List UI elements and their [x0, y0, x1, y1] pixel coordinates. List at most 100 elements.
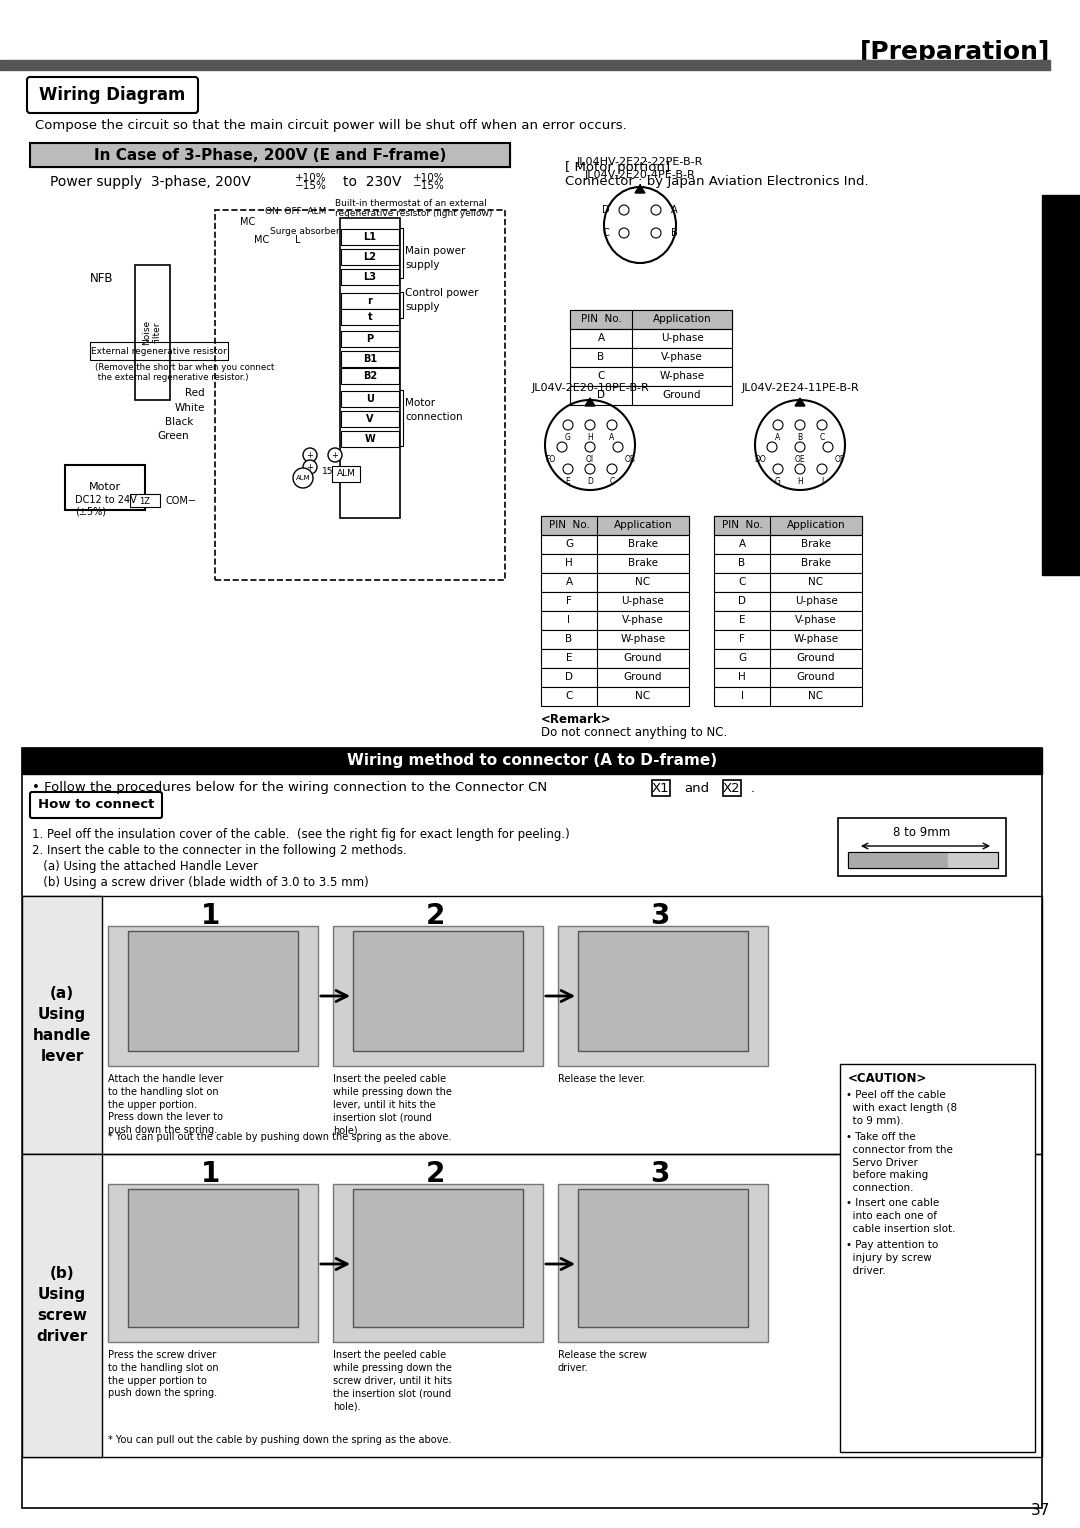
Text: External regenerative resistor: External regenerative resistor	[91, 347, 227, 356]
Bar	[90, 342, 228, 361]
Text: Black: Black	[165, 417, 193, 426]
Polygon shape	[795, 397, 805, 406]
Text: NC: NC	[635, 578, 650, 587]
Text: U: U	[366, 394, 374, 403]
Bar	[22, 895, 1042, 1154]
FancyBboxPatch shape	[30, 792, 162, 817]
Circle shape	[619, 228, 629, 238]
Circle shape	[585, 465, 595, 474]
Text: I: I	[741, 691, 743, 701]
Text: r: r	[367, 296, 373, 306]
Circle shape	[795, 420, 805, 429]
Text: OE: OE	[795, 455, 806, 465]
Text: Wiring method to connector (A to D-frame): Wiring method to connector (A to D-frame…	[347, 753, 717, 769]
Text: U-phase: U-phase	[795, 596, 837, 607]
Text: to  230V: to 230V	[343, 176, 402, 189]
Text: C: C	[597, 371, 605, 380]
Text: Noise
filter: Noise filter	[141, 319, 162, 344]
Circle shape	[563, 465, 573, 474]
Text: NFB: NFB	[90, 272, 113, 284]
Bar	[341, 332, 399, 347]
Text: • Follow the procedures below for the wiring connection to the Connector CN: • Follow the procedures below for the wi…	[32, 781, 555, 795]
Text: 2: 2	[426, 902, 445, 931]
Bar	[840, 1063, 1035, 1452]
Bar	[332, 466, 360, 481]
Bar	[22, 895, 102, 1154]
Bar	[714, 649, 862, 668]
Bar	[714, 611, 862, 630]
Text: Wiring Diagram: Wiring Diagram	[39, 86, 185, 104]
Text: Compose the circuit so that the main circuit power will be shut off when an erro: Compose the circuit so that the main cir…	[35, 119, 626, 131]
Text: C: C	[820, 434, 825, 443]
Text: A: A	[566, 578, 572, 587]
Circle shape	[303, 448, 318, 461]
Bar	[215, 209, 505, 581]
Circle shape	[823, 442, 833, 452]
Text: OF: OF	[835, 455, 846, 465]
Text: Preparation: Preparation	[1054, 338, 1068, 431]
Circle shape	[328, 448, 342, 461]
Circle shape	[607, 420, 617, 429]
Text: C: C	[609, 477, 615, 486]
Text: DC12 to 24V: DC12 to 24V	[75, 495, 137, 504]
Text: E: E	[566, 652, 572, 663]
Text: * You can pull out the cable by pushing down the spring as the above.: * You can pull out the cable by pushing …	[108, 1435, 451, 1445]
Text: 8 to 9mm: 8 to 9mm	[893, 825, 950, 839]
Text: (±5%): (±5%)	[75, 507, 106, 516]
Circle shape	[651, 228, 661, 238]
Text: JL04V-2E20-4PE-B-R: JL04V-2E20-4PE-B-R	[584, 170, 696, 180]
Text: B1: B1	[363, 354, 377, 364]
Text: NC: NC	[809, 691, 824, 701]
Text: In Case of 3-Phase, 200V (E and F-frame): In Case of 3-Phase, 200V (E and F-frame)	[94, 148, 446, 162]
Bar	[22, 1154, 102, 1458]
Text: D: D	[565, 672, 573, 681]
Circle shape	[795, 442, 805, 452]
Bar	[341, 351, 399, 367]
Bar	[341, 249, 399, 264]
Text: D: D	[588, 477, 593, 486]
Text: W-phase: W-phase	[794, 634, 838, 643]
Text: Main power
supply: Main power supply	[405, 246, 465, 269]
Bar	[848, 853, 948, 868]
Text: −15%: −15%	[413, 180, 445, 191]
Bar	[714, 688, 862, 706]
Bar	[333, 1184, 543, 1342]
Bar	[714, 573, 862, 591]
Text: the external regenerative resistor.): the external regenerative resistor.)	[95, 373, 248, 382]
Text: PIN  No.: PIN No.	[581, 313, 621, 324]
Text: 3: 3	[650, 902, 670, 931]
Text: Control power
supply: Control power supply	[405, 289, 478, 312]
Text: (Remove the short bar when you connect: (Remove the short bar when you connect	[95, 364, 274, 373]
Text: Insert the peeled cable
while pressing down the
lever, until it hits the
inserti: Insert the peeled cable while pressing d…	[333, 1074, 451, 1135]
Bar	[570, 367, 732, 387]
Text: F: F	[739, 634, 745, 643]
Bar	[570, 329, 732, 348]
Circle shape	[795, 465, 805, 474]
Bar	[541, 688, 689, 706]
Text: NC: NC	[635, 691, 650, 701]
Text: and: and	[685, 781, 710, 795]
Bar	[714, 668, 862, 688]
Text: How to connect: How to connect	[38, 799, 154, 811]
Bar	[130, 494, 160, 507]
Bar	[353, 1189, 523, 1326]
Circle shape	[607, 465, 617, 474]
Text: Green: Green	[157, 431, 189, 442]
Bar	[714, 535, 862, 555]
Text: DO: DO	[754, 455, 766, 465]
Text: G: G	[775, 477, 781, 486]
Bar	[570, 310, 732, 329]
Text: V-phase: V-phase	[795, 614, 837, 625]
Text: B2: B2	[363, 371, 377, 380]
Text: E: E	[739, 614, 745, 625]
Text: I: I	[821, 477, 823, 486]
Bar	[353, 931, 523, 1051]
Text: Ground: Ground	[624, 652, 662, 663]
Text: L: L	[295, 235, 300, 244]
Bar	[541, 573, 689, 591]
Bar	[341, 411, 399, 426]
Text: MC: MC	[255, 235, 270, 244]
Text: L2: L2	[364, 252, 377, 261]
Text: +: +	[332, 451, 338, 460]
Bar	[22, 895, 102, 1154]
